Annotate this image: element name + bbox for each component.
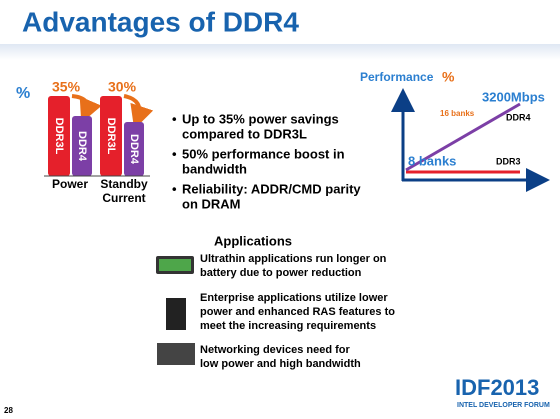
group-label: Current [102,191,145,205]
logo-sub: INTEL DEVELOPER FORUM [457,402,550,409]
axis-label: % [16,85,30,102]
ddr4-banks: 16 banks [440,109,475,118]
icon-network [157,343,195,365]
bullet: Reliability: ADDR/CMD parity [182,181,361,196]
icon-server [166,298,186,330]
logo: IDF2013 [455,375,539,400]
bar-label: DDR4 [76,131,88,162]
saving-label: 35% [52,79,81,95]
app-text: Ultrathin applications run longer on [200,253,387,265]
ddr4-label: DDR4 [506,112,531,122]
bullet: Up to 35% power savings [182,111,339,126]
bar-label: DDR3L [53,118,65,155]
perf-unit: % [442,69,455,85]
bar [100,96,122,176]
app-text: battery due to power reduction [200,267,362,279]
arrow [123,94,154,130]
app-text: Enterprise applications utilize lower [200,292,388,304]
bullet: bandwidth [182,161,247,176]
bar [48,96,70,176]
group-label: Power [52,177,88,191]
ddr4-line [405,102,521,172]
app-text: Networking devices need for [200,344,350,356]
svg-text:•: • [172,146,177,161]
title-band [0,44,560,60]
bar [124,122,144,176]
bar-label: DDR4 [128,134,140,165]
app-text: low power and high bandwidth [200,358,361,370]
app-text: power and enhanced RAS features to [200,306,395,318]
icon-screen [159,259,191,271]
saving-label: 30% [108,79,137,95]
ddr3-banks: 8 banks [408,153,456,168]
page-number: 28 [4,406,13,415]
svg-text:•: • [172,181,177,196]
bar-label: DDR3L [105,118,117,155]
bar [72,116,92,176]
bullet: compared to DDR3L [182,126,307,141]
app-text: meet the increasing requirements [200,320,376,332]
group-label: Standby [100,177,148,191]
arrow [71,94,102,124]
svg-text:•: • [172,111,177,126]
bullet: on DRAM [182,196,241,211]
bullet: 50% performance boost in [182,146,345,161]
ddr3-label: DDR3 [496,156,521,166]
title: Advantages of DDR4 [22,6,299,37]
ddr4-rate: 3200Mbps [482,89,545,104]
perf-title: Performance [360,70,434,84]
applications-title: Applications [214,233,292,248]
